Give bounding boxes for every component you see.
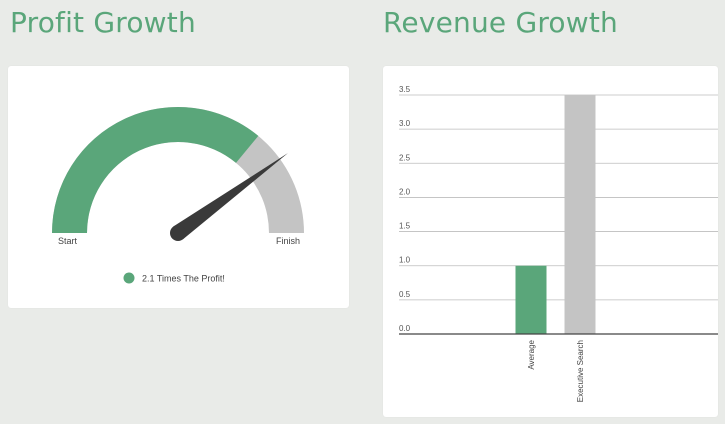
y-tick-label: 3.0 <box>399 119 411 128</box>
x-category-label: Executive Search <box>576 340 585 402</box>
revenue-growth-title: Revenue Growth <box>383 6 618 39</box>
bar-executive-search <box>564 95 596 334</box>
profit-gauge-chart: Start Finish 2.1 Times The Profit! <box>52 106 304 284</box>
gauge-needle <box>173 153 289 240</box>
x-axis-labels: Average Executive Search <box>527 339 585 402</box>
gauge-value-arc <box>52 106 259 233</box>
y-tick-label: 1.0 <box>399 256 411 265</box>
y-tick-label: 1.5 <box>399 222 411 231</box>
revenue-bar-chart: 0.0 0.5 1.0 1.5 2.0 2.5 3.0 3.5 Average Executiv… <box>399 85 718 402</box>
y-tick-label: 0.5 <box>399 290 411 299</box>
y-axis-ticks: 0.0 0.5 1.0 1.5 2.0 2.5 3.0 3.5 <box>399 85 411 333</box>
revenue-bar-card: 0.0 0.5 1.0 1.5 2.0 2.5 3.0 3.5 Average Executiv… <box>383 66 718 417</box>
y-tick-label: 2.5 <box>399 153 411 162</box>
grid-lines <box>399 94 718 301</box>
y-tick-label: 3.5 <box>399 85 411 94</box>
gauge-needle-hub <box>170 225 186 241</box>
y-tick-label: 2.0 <box>399 187 411 196</box>
y-tick-label: 0.0 <box>399 324 411 333</box>
legend-swatch <box>123 272 135 284</box>
gauge-start-label: Start <box>58 236 78 246</box>
x-category-label: Average <box>527 339 536 369</box>
profit-gauge-card: Start Finish 2.1 Times The Profit! <box>8 66 349 308</box>
profit-growth-title: Profit Growth <box>10 6 196 39</box>
gauge-finish-label: Finish <box>276 236 300 246</box>
bars <box>515 95 596 334</box>
legend-label: 2.1 Times The Profit! <box>142 274 225 284</box>
bar-average <box>515 265 547 334</box>
